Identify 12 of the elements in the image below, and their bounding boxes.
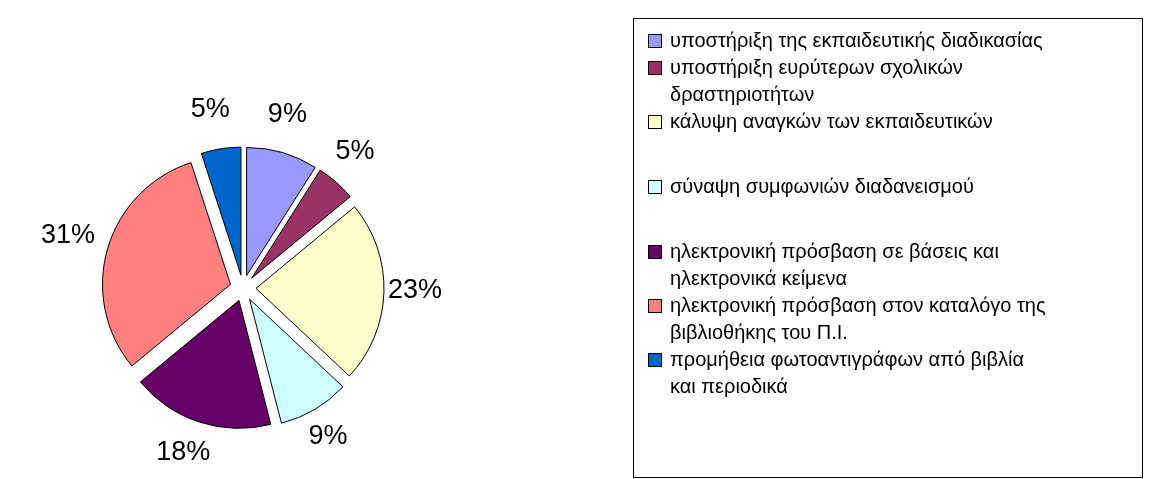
data-label: 5% [335,135,375,166]
legend-label: κάλυψη αναγκών των εκπαιδευτικών [670,109,994,134]
legend-label: προμήθεια φωτοαντιγράφων από βιβλία και περιοδικά [670,347,1026,399]
legend-label: σύναψη συμφωνιών διαδανεισμού [670,174,975,199]
data-label: 5% [190,93,230,124]
data-label: 9% [267,98,307,129]
data-label: 31% [41,218,96,249]
data-label: 18% [156,436,211,467]
data-label: 9% [308,420,348,451]
legend-label: ηλεκτρονική πρόσβαση στον καταλόγο της βιβλιοθήκης του Π.Ι. [670,293,1047,345]
legend-label: υποστήριξη της εκπαιδευτικής διαδικασίας [670,28,1044,53]
data-label: 23% [387,273,442,304]
